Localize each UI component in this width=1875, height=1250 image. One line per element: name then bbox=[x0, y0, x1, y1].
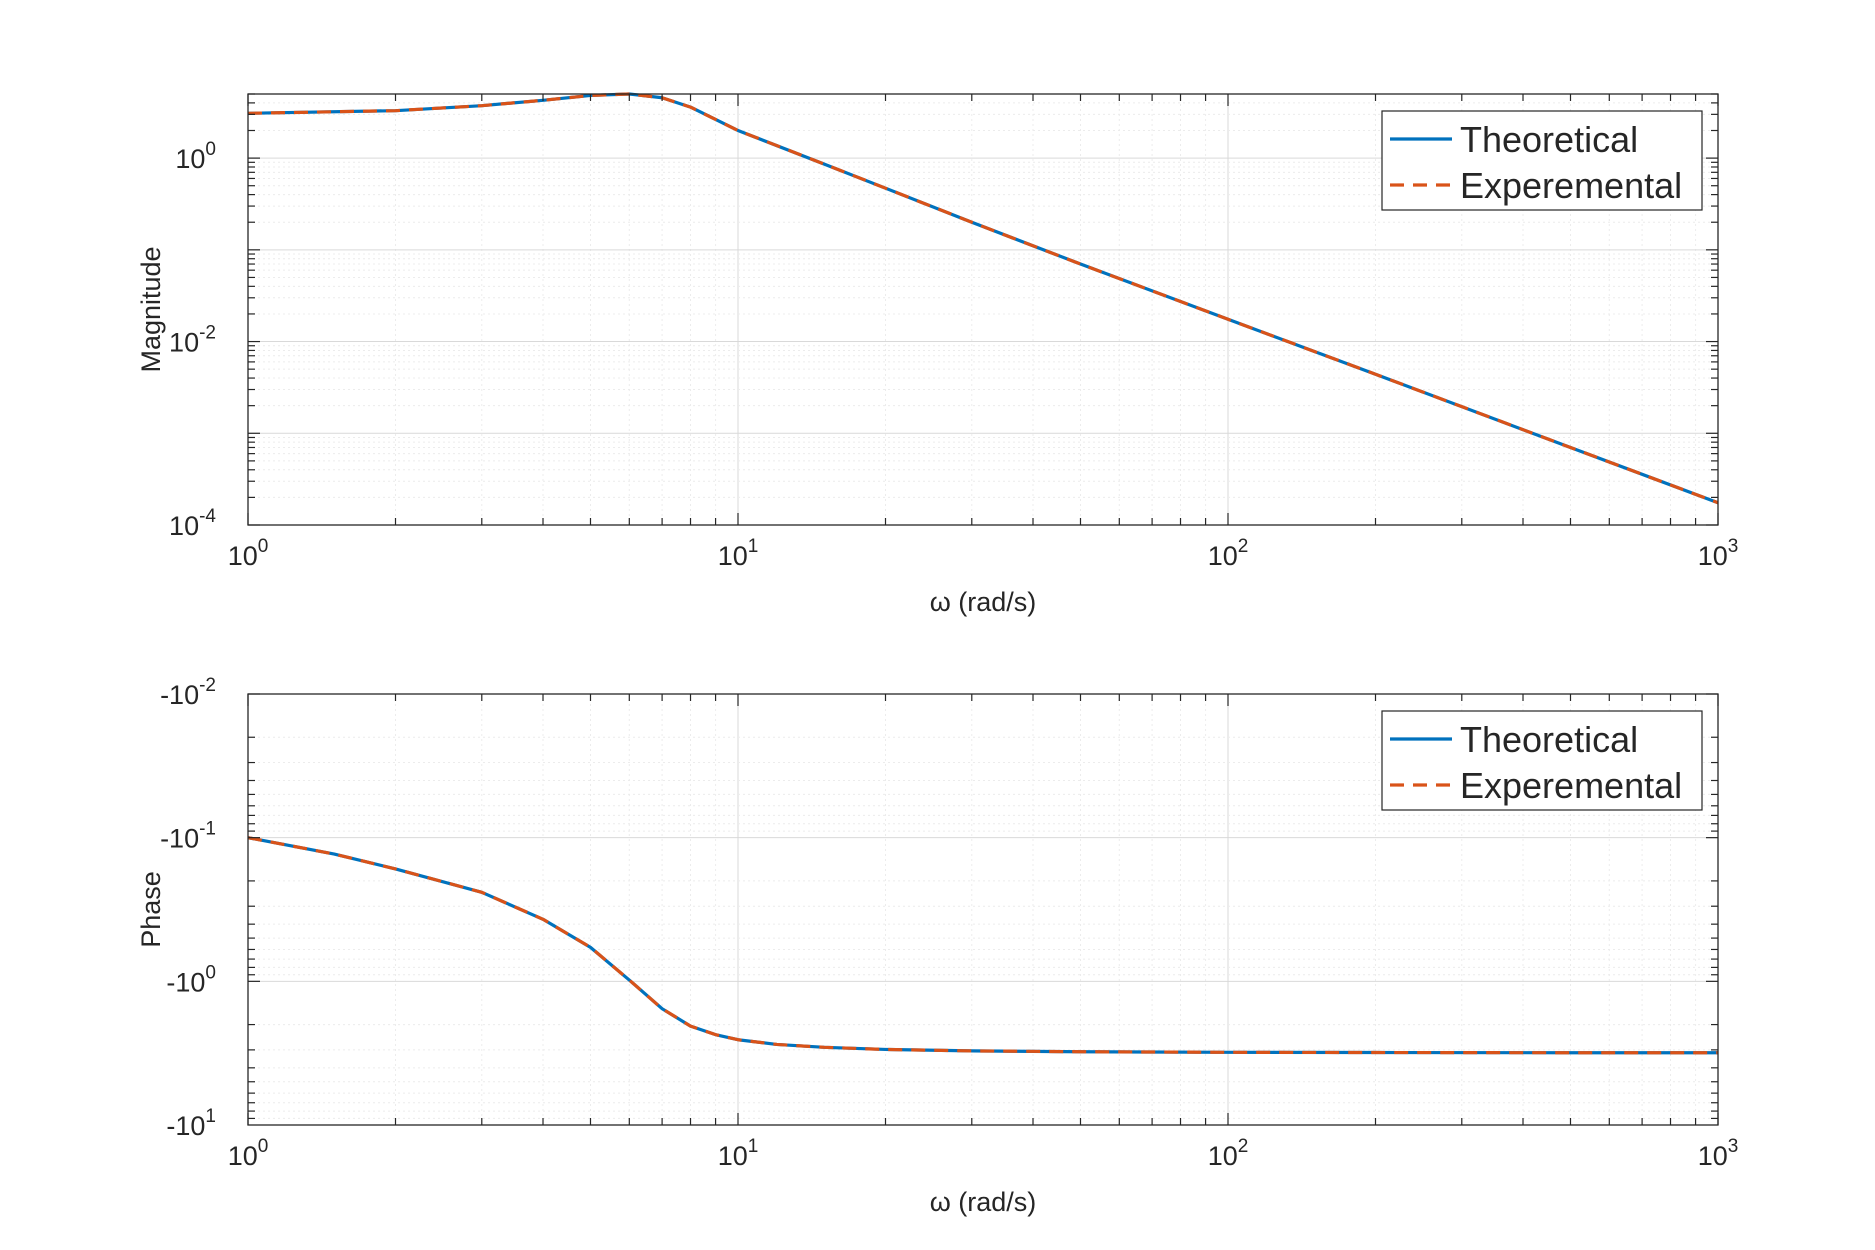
y-tick-label: 100 bbox=[175, 139, 216, 174]
x-tick-label: 100 bbox=[228, 1136, 269, 1171]
legend-box bbox=[1381, 110, 1703, 211]
x-tick-label: 103 bbox=[1698, 536, 1739, 571]
x-tick-label: 101 bbox=[718, 536, 759, 571]
series-line-experemental bbox=[247, 836, 1718, 1055]
y-tick-label: 10-4 bbox=[169, 506, 216, 541]
y-tick-label: 10-2 bbox=[169, 323, 216, 358]
axes-box bbox=[247, 693, 1719, 1126]
series-line-theoretical bbox=[247, 92, 1719, 505]
x-tick-label: 102 bbox=[1208, 536, 1249, 571]
y-axis-label: Magnitude bbox=[136, 246, 166, 372]
legend-entry-experemental: Experemental bbox=[1460, 765, 1682, 806]
legend: Theoretical Experemental bbox=[1381, 110, 1703, 211]
y-tick-label: -101 bbox=[166, 1106, 216, 1141]
x-tick-label: 100 bbox=[228, 536, 269, 571]
y-tick-label: -100 bbox=[166, 962, 216, 997]
x-tick-label: 101 bbox=[718, 1136, 759, 1171]
axes-box bbox=[247, 93, 1719, 526]
legend-entry-experemental: Experemental bbox=[1460, 165, 1682, 206]
legend-entry-theoretical: Theoretical bbox=[1460, 119, 1638, 160]
x-axis-label: ω (rad/s) bbox=[930, 1187, 1037, 1217]
chart-magnitude: 100 101 102 103 10-4 10-2 100 ω (rad/s) Magnitud… bbox=[136, 92, 1739, 617]
y-tick-label: -10-1 bbox=[160, 819, 216, 854]
legend: Theoretical Experemental bbox=[1381, 710, 1703, 811]
x-tick-label: 103 bbox=[1698, 1136, 1739, 1171]
y-tick-label: -10-2 bbox=[160, 675, 216, 710]
series-line-theoretical bbox=[247, 836, 1718, 1055]
legend-entry-theoretical: Theoretical bbox=[1460, 719, 1638, 760]
y-axis-label: Phase bbox=[136, 871, 166, 948]
legend-box bbox=[1381, 710, 1703, 811]
x-tick-label: 102 bbox=[1208, 1136, 1249, 1171]
chart-phase: 100 101 102 103 -10-2 -10-1 -100 -101 ω (rad/s) P… bbox=[136, 675, 1738, 1217]
x-axis-label: ω (rad/s) bbox=[930, 587, 1037, 617]
